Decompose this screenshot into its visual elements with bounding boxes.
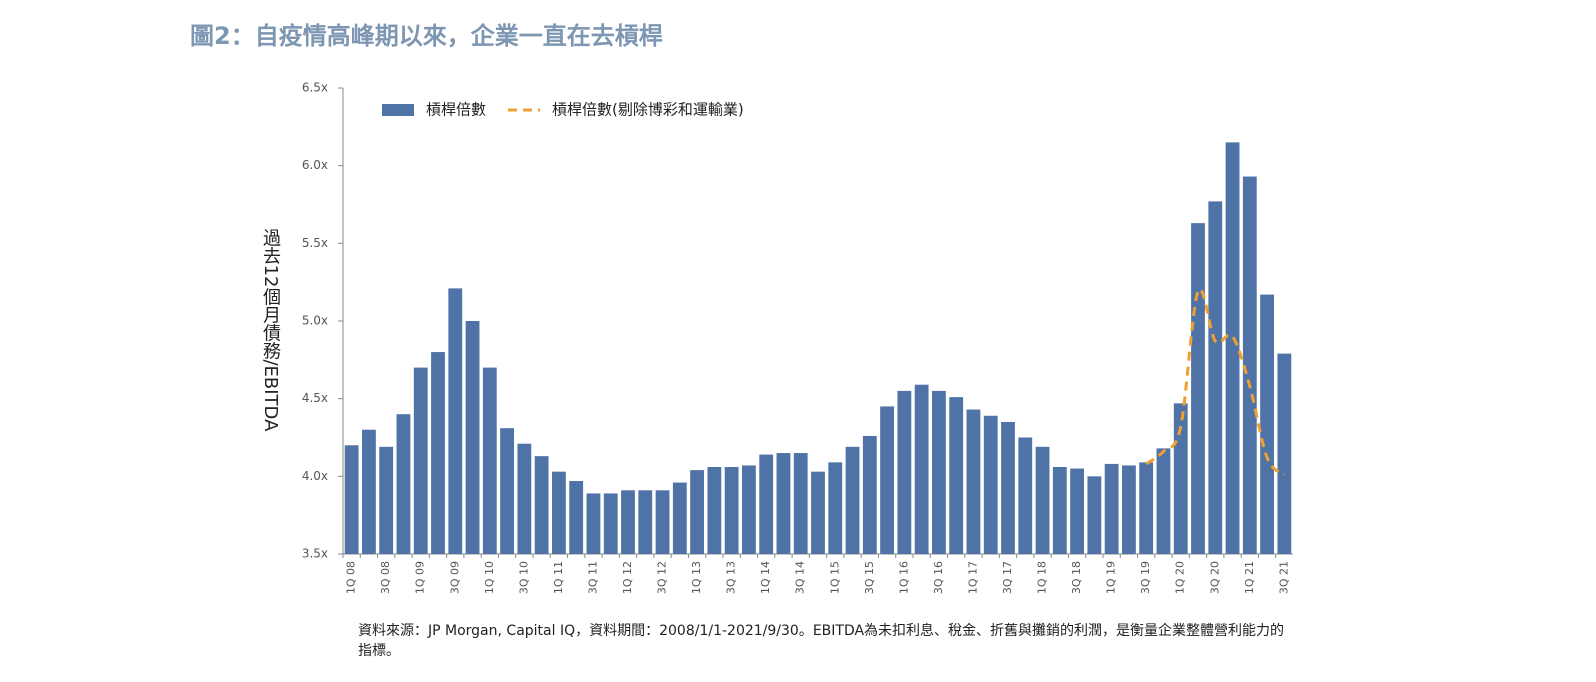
source-note: 資料來源：JP Morgan, Capital IQ，資料期間：2008/1/1…: [358, 623, 1285, 659]
bar: [586, 493, 601, 554]
x-tick-label: 3Q 12: [656, 561, 669, 594]
bar: [569, 480, 584, 554]
chart-title: 圖2：自疫情高峰期以來，企業一直在去槓桿: [190, 22, 663, 50]
bar: [880, 406, 894, 554]
bar: [1242, 176, 1257, 555]
x-tick-label: 3Q 08: [379, 561, 392, 594]
bar: [862, 435, 877, 554]
x-tick-label: 3Q 15: [863, 561, 876, 594]
bar: [742, 465, 756, 554]
bar: [379, 446, 394, 554]
bar: [1035, 446, 1050, 554]
x-tick-label: 3Q 11: [586, 561, 599, 594]
bar: [707, 467, 722, 554]
bar: [828, 462, 843, 554]
bar: [1104, 463, 1119, 554]
x-tick-label: 3Q 14: [794, 561, 807, 594]
bar: [638, 490, 653, 554]
x-tick-label: 1Q 17: [966, 561, 979, 594]
line: [1145, 287, 1286, 476]
bar: [1208, 201, 1223, 555]
bar: [776, 453, 791, 554]
bar: [1018, 437, 1033, 554]
x-tick-label: 1Q 09: [414, 561, 427, 594]
bar: [983, 415, 998, 554]
x-tick-label: 1Q 12: [621, 561, 634, 594]
y-tick-label: 5.0x: [302, 314, 328, 328]
bar: [966, 409, 981, 554]
bar: [1260, 294, 1274, 554]
bar: [914, 384, 929, 554]
x-tick-label: 3Q 09: [448, 561, 461, 594]
bar: [344, 445, 359, 554]
y-axis-label: 過去12個月債務/EBITDA: [260, 228, 281, 432]
bar: [897, 390, 912, 554]
bar: [500, 428, 514, 554]
bar: [724, 467, 739, 554]
bar: [949, 397, 964, 554]
x-tick-label: 3Q 21: [1277, 561, 1290, 594]
bar: [845, 446, 860, 554]
bar: [672, 482, 687, 554]
bar: [396, 414, 411, 554]
legend-label: 槓桿倍數: [426, 101, 486, 119]
x-tick-label: 1Q 11: [552, 561, 565, 594]
x-tick-label: 3Q 13: [725, 561, 738, 594]
bar: [465, 321, 480, 554]
x-tick-label: 3Q 17: [1001, 561, 1014, 594]
bar: [655, 490, 670, 554]
x-tick-label: 3Q 16: [932, 561, 945, 594]
bar: [793, 453, 808, 554]
x-tick-label: 1Q 13: [690, 561, 703, 594]
x-tick-label: 3Q 20: [1208, 561, 1221, 594]
bar: [621, 490, 635, 554]
x-tick-label: 1Q 10: [483, 561, 496, 594]
x-tick-label: 1Q 08: [345, 561, 358, 594]
x-tick-label: 1Q 14: [759, 561, 772, 594]
y-tick-label: 5.5x: [302, 236, 328, 250]
y-tick-label: 6.0x: [302, 158, 328, 172]
bar: [811, 471, 825, 554]
x-tick-label: 1Q 15: [828, 561, 841, 594]
bar: [431, 352, 445, 554]
bar: [552, 471, 566, 554]
bar: [517, 443, 532, 554]
bar: [932, 390, 946, 554]
x-tick-label: 1Q 18: [1036, 561, 1049, 594]
bar: [690, 470, 704, 554]
x-tick-label: 3Q 19: [1139, 561, 1152, 594]
y-tick-label: 3.5x: [302, 547, 328, 561]
bar: [1225, 142, 1240, 554]
x-tick-label: 1Q 20: [1174, 561, 1187, 594]
bar: [448, 288, 463, 554]
bar: [534, 456, 549, 554]
x-tick-label: 1Q 16: [897, 561, 910, 594]
bar: [1087, 476, 1102, 554]
bar: [362, 429, 376, 554]
y-tick-label: 4.0x: [302, 469, 328, 483]
bar: [1001, 421, 1015, 554]
x-tick-label: 1Q 19: [1105, 561, 1118, 594]
bar: [1052, 467, 1067, 554]
bar: [1156, 448, 1171, 554]
bar: [759, 454, 774, 554]
bar: [413, 367, 428, 554]
y-tick-label: 4.5x: [302, 391, 328, 405]
x-tick-label: 3Q 10: [517, 561, 530, 594]
y-tick-label: 6.5x: [302, 81, 328, 95]
x-tick-label: 1Q 21: [1243, 561, 1256, 594]
bar: [603, 493, 618, 554]
bar: [1191, 223, 1205, 554]
x-tick-label: 3Q 18: [1070, 561, 1083, 594]
legend-swatch: [382, 104, 414, 116]
legend-label: 槓桿倍數(剔除博彩和運輸業): [552, 101, 744, 119]
bar: [1277, 353, 1292, 554]
bar: [1173, 403, 1188, 554]
bar: [1070, 468, 1084, 554]
bar: [482, 367, 497, 554]
bar: [1122, 465, 1136, 554]
bar: [1139, 462, 1154, 554]
